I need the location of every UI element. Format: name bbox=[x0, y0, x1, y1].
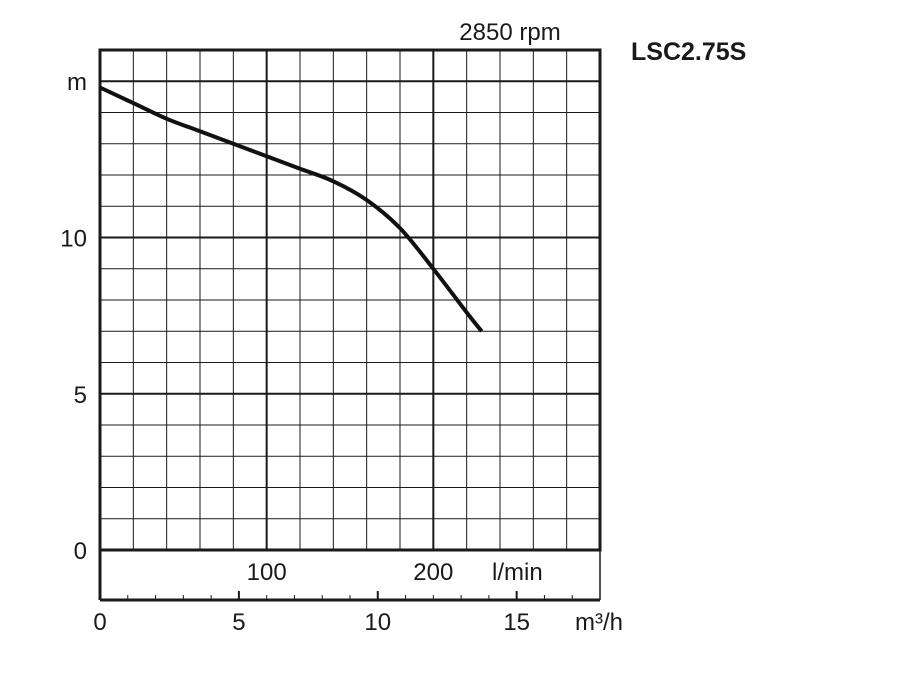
x-tick-label-m3h: 0 bbox=[93, 609, 106, 636]
grid-major bbox=[100, 50, 600, 550]
grid-minor bbox=[100, 50, 600, 550]
model-label: LSC2.75S bbox=[631, 38, 746, 66]
chart-frame bbox=[98, 48, 602, 602]
y-tick-label: 10 bbox=[60, 226, 87, 253]
x-axis-unit-m3h: m³/h bbox=[575, 609, 623, 636]
x-tick-labels-lpm: 100 200 bbox=[247, 559, 454, 586]
x-tick-label-lpm: 100 bbox=[247, 559, 287, 586]
y-tick-labels: 0 5 10 bbox=[60, 226, 87, 566]
x-tick-label-m3h: 10 bbox=[364, 609, 391, 636]
x-tick-labels-m3h: 0 5 10 15 bbox=[93, 609, 530, 636]
curve-layer bbox=[99, 85, 484, 333]
plot-border bbox=[98, 48, 602, 552]
head-curve-line bbox=[99, 85, 484, 333]
y-tick-label: 0 bbox=[74, 538, 87, 565]
x-axis-unit-lpm: l/min bbox=[492, 559, 543, 586]
y-axis-unit: m bbox=[67, 69, 87, 96]
x-tick-label-m3h: 15 bbox=[503, 609, 530, 636]
x-tick-label-m3h: 5 bbox=[232, 609, 245, 636]
y-tick-label: 5 bbox=[74, 382, 87, 409]
speed-label: 2850 rpm bbox=[459, 19, 560, 46]
x-tick-label-lpm: 200 bbox=[413, 559, 453, 586]
